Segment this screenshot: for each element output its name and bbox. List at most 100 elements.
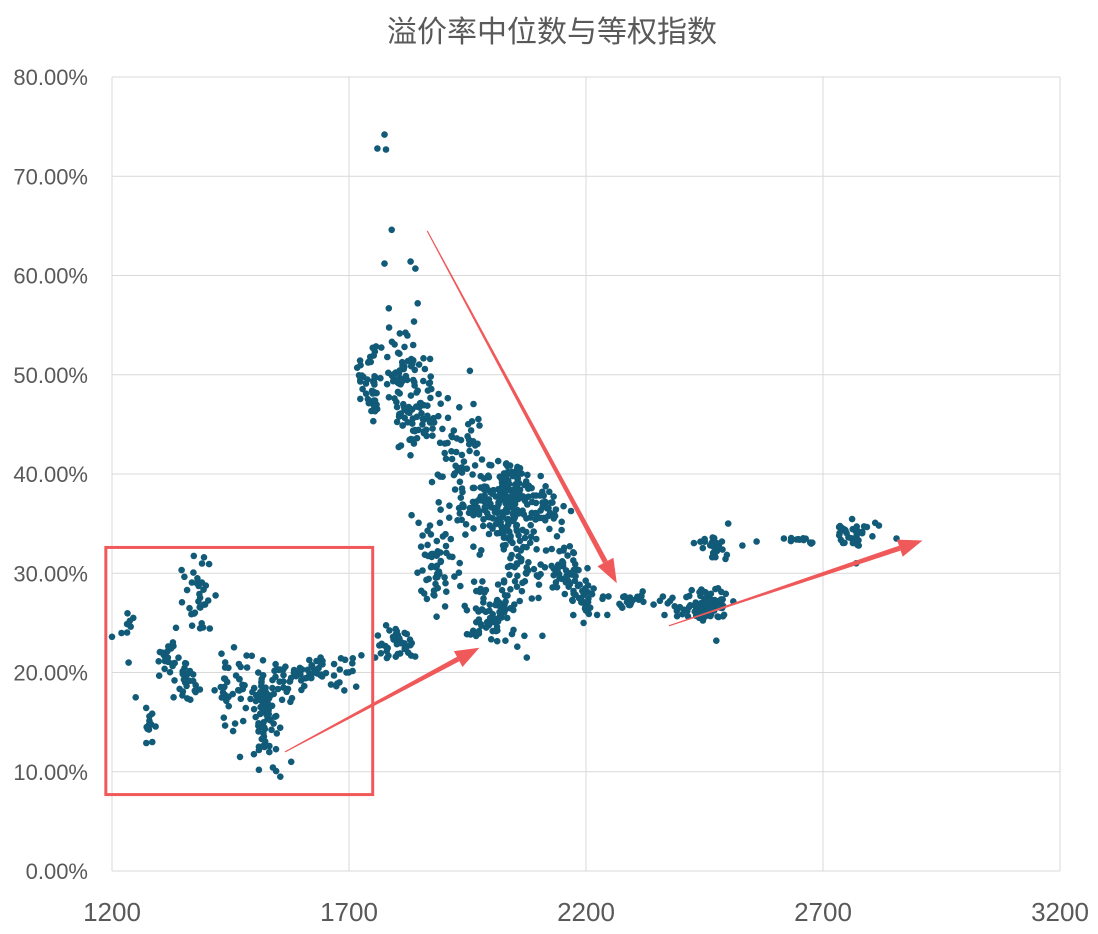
data-point [444, 439, 451, 447]
data-point [441, 449, 449, 457]
data-point [206, 625, 214, 632]
data-point [485, 472, 492, 480]
data-point [486, 601, 494, 608]
data-point [676, 604, 684, 611]
data-point [399, 362, 406, 369]
data-point [221, 722, 229, 729]
data-point [586, 604, 594, 611]
data-point [684, 613, 692, 620]
data-point [269, 764, 277, 771]
data-point [142, 704, 150, 712]
data-point [430, 414, 437, 422]
data-point [588, 590, 596, 598]
data-point [406, 636, 414, 643]
data-point [171, 659, 178, 667]
data-point [516, 597, 523, 605]
data-point [548, 545, 555, 553]
data-point [476, 422, 483, 429]
data-point [507, 537, 514, 544]
data-point [414, 387, 422, 395]
data-point [442, 579, 449, 587]
data-point [229, 690, 236, 698]
data-point [431, 592, 438, 599]
data-point [257, 703, 264, 711]
data-point [247, 695, 254, 703]
data-point [377, 374, 384, 382]
data-point [194, 575, 201, 582]
data-point [149, 738, 156, 746]
data-point [349, 655, 357, 662]
data-point [179, 692, 186, 699]
data-point [265, 710, 273, 718]
data-point [381, 260, 388, 267]
data-point [396, 330, 404, 337]
data-point [385, 369, 392, 377]
data-point [535, 581, 543, 588]
data-point [389, 373, 397, 381]
data-point [722, 555, 729, 563]
data-point [400, 403, 408, 411]
arrow-head [597, 557, 617, 584]
data-point [223, 678, 231, 686]
data-point [442, 455, 450, 463]
data-point [435, 499, 443, 506]
data-point [524, 471, 531, 479]
data-point [178, 566, 185, 574]
gridlines [111, 76, 1061, 872]
data-point [155, 658, 162, 665]
data-point [420, 428, 428, 435]
data-point [108, 633, 116, 641]
data-point [511, 601, 518, 608]
data-point [175, 654, 182, 661]
data-point [514, 572, 521, 580]
data-point [200, 601, 208, 608]
data-point [739, 542, 746, 549]
data-point [448, 455, 456, 463]
data-point [378, 641, 386, 649]
data-point [436, 519, 444, 527]
data-point [542, 483, 549, 490]
data-point [533, 546, 540, 553]
data-point [550, 493, 557, 500]
data-point [535, 594, 542, 602]
data-point [271, 667, 278, 675]
data-point [521, 534, 529, 542]
data-point [341, 687, 348, 694]
data-point [553, 533, 561, 540]
data-point [470, 525, 477, 532]
data-point [420, 590, 428, 597]
data-point [389, 633, 397, 641]
data-point [511, 563, 518, 571]
data-point [381, 131, 388, 138]
data-point [564, 552, 571, 559]
data-point [458, 451, 466, 459]
data-point [508, 497, 516, 504]
chart-title: 溢价率中位数与等权指数 [387, 15, 717, 50]
data-point [424, 541, 431, 549]
data-point [500, 579, 508, 586]
data-point [697, 538, 704, 545]
data-point [486, 461, 493, 469]
data-point [444, 394, 452, 402]
data-point [569, 596, 576, 604]
data-point [130, 614, 137, 622]
data-point [287, 758, 295, 766]
data-point [451, 573, 458, 580]
arrow-shaft [668, 545, 901, 627]
data-point [502, 637, 509, 644]
data-point [391, 395, 398, 402]
data-point [470, 578, 478, 585]
data-point [510, 510, 518, 517]
data-point [526, 539, 534, 546]
data-point [259, 657, 267, 664]
data-point [475, 415, 482, 423]
data-point [356, 357, 364, 364]
data-point [548, 499, 555, 506]
data-point [421, 365, 429, 373]
data-point [159, 649, 166, 656]
highlight-box [104, 545, 375, 797]
data-point [715, 613, 722, 621]
data-point [301, 682, 308, 690]
data-point [232, 672, 240, 679]
data-point [382, 146, 390, 153]
